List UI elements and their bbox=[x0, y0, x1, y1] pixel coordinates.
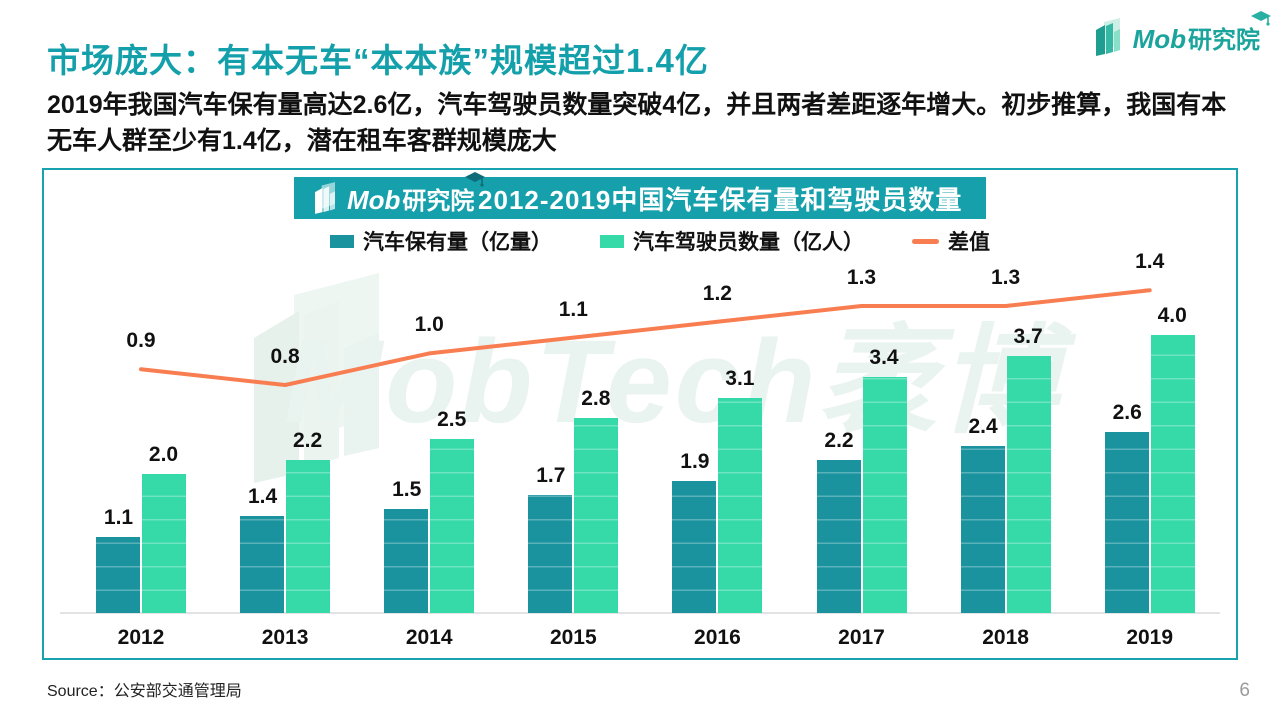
bar-label-car-ownership-2013: 1.4 bbox=[247, 484, 278, 508]
gap-line-label-2012: 0.9 bbox=[126, 329, 156, 353]
legend-item-car-ownership: 汽车保有量（亿量） bbox=[330, 226, 552, 256]
bar-label-car-drivers-2018: 3.7 bbox=[1013, 324, 1043, 348]
graduation-cap-icon bbox=[1251, 10, 1271, 26]
bar-label-car-ownership-2018: 2.4 bbox=[968, 415, 998, 439]
gap-line-label-2014: 1.0 bbox=[414, 313, 444, 337]
gap-line-label-2016: 1.2 bbox=[702, 281, 732, 305]
bar-label-car-ownership-2012: 1.1 bbox=[103, 505, 134, 529]
bar-car-ownership-2019 bbox=[1104, 432, 1149, 613]
gap-line-label-2017: 1.3 bbox=[846, 266, 877, 289]
bar-car-ownership-2016 bbox=[672, 480, 717, 613]
legend-item-car-drivers: 汽车驾驶员数量（亿人） bbox=[600, 226, 864, 256]
chart-card: MobTech袤博 Mob研究院 2012-2019中国汽车保有量和驾驶员数量 … bbox=[42, 168, 1238, 660]
bar-label-car-ownership-2019: 2.6 bbox=[1112, 401, 1142, 425]
bar-car-drivers-2013 bbox=[286, 460, 331, 613]
bar-label-car-drivers-2014: 2.5 bbox=[437, 408, 467, 432]
x-axis-label-2018: 2018 bbox=[982, 626, 1029, 649]
bar-car-drivers-2012 bbox=[142, 474, 186, 613]
graduation-cap-icon bbox=[465, 171, 486, 187]
bar-label-car-drivers-2019: 4.0 bbox=[1157, 304, 1187, 327]
x-axis-label-2019: 2019 bbox=[1126, 626, 1174, 649]
legend-swatch-car-ownership bbox=[330, 234, 354, 248]
legend-item-gap: 差值 bbox=[912, 226, 990, 256]
legend-swatch-car-drivers bbox=[600, 234, 624, 248]
bar-car-ownership-2018 bbox=[960, 446, 1005, 613]
bar-label-car-ownership-2014: 1.5 bbox=[392, 477, 422, 501]
legend-swatch-gap bbox=[912, 238, 939, 244]
page-number: 6 bbox=[1239, 680, 1250, 701]
bar-car-ownership-2015 bbox=[528, 494, 573, 613]
bar-label-car-ownership-2017: 2.2 bbox=[824, 429, 854, 453]
bar-car-ownership-2012 bbox=[96, 536, 140, 613]
x-axis-label-2014: 2014 bbox=[405, 626, 453, 649]
banner-brand-logo: Mob研究院 bbox=[310, 171, 486, 216]
x-axis-label-2012: 2012 bbox=[117, 626, 165, 649]
bar-car-ownership-2017 bbox=[816, 460, 861, 613]
legend-label-car-drivers: 汽车驾驶员数量（亿人） bbox=[633, 231, 864, 254]
source-note: Source：公安部交通管理局 bbox=[47, 683, 242, 700]
chart-plot: 1.1 1.4 1.5 1.7 1.9 2.2 2.4 2.6 2.0 2.2 2.5 2.8 3.1 3… bbox=[44, 170, 1236, 658]
bar-car-drivers-2017 bbox=[862, 376, 907, 613]
x-axis-label-2016: 2016 bbox=[694, 626, 741, 649]
x-axis-label-2017: 2017 bbox=[838, 626, 885, 649]
bar-car-drivers-2014 bbox=[430, 439, 475, 613]
page-subtitle: 2019年我国汽车保有量高达2.6亿，汽车驾驶员数量突破4亿，并且两者差距逐年增… bbox=[47, 91, 1227, 155]
bar-car-drivers-2015 bbox=[574, 418, 619, 613]
bar-label-car-drivers-2016: 3.1 bbox=[725, 366, 755, 390]
bar-car-ownership-2013 bbox=[240, 515, 285, 613]
chart-legend: 汽车保有量（亿量） 汽车驾驶员数量（亿人） 差值 bbox=[330, 226, 990, 256]
building-icon bbox=[1095, 18, 1120, 56]
x-axis-label-2015: 2015 bbox=[549, 626, 597, 649]
bar-car-drivers-2019 bbox=[1150, 335, 1195, 613]
brand-logo: Mob研究院 bbox=[1090, 10, 1271, 56]
chart-title: 2012-2019中国汽车保有量和驾驶员数量 bbox=[478, 184, 963, 215]
bar-label-car-ownership-2015: 1.7 bbox=[536, 463, 566, 487]
building-icon bbox=[315, 182, 335, 214]
legend-label-car-ownership: 汽车保有量（亿量） bbox=[363, 231, 552, 254]
bar-label-car-drivers-2015: 2.8 bbox=[581, 387, 611, 411]
gap-line-label-2019: 1.4 bbox=[1135, 250, 1165, 274]
chart-banner: Mob研究院 2012-2019中国汽车保有量和驾驶员数量 bbox=[294, 171, 986, 219]
bar-label-car-drivers-2012: 2.0 bbox=[148, 443, 179, 466]
gap-line bbox=[139, 288, 1152, 387]
bar-car-drivers-2016 bbox=[718, 397, 763, 613]
brand-name: Mob研究院 bbox=[347, 171, 486, 216]
page-title: 市场庞大：有本无车“本本族”规模超过1.4亿 bbox=[47, 42, 709, 79]
gap-line-label-2015: 1.1 bbox=[558, 297, 588, 321]
bar-car-drivers-2018 bbox=[1006, 355, 1051, 613]
legend-label-gap: 差值 bbox=[948, 231, 990, 254]
brand-name: Mob研究院 bbox=[1133, 10, 1271, 55]
bar-car-ownership-2014 bbox=[384, 508, 429, 613]
gap-line-label-2013: 0.8 bbox=[270, 345, 300, 368]
bar-label-car-drivers-2017: 3.4 bbox=[869, 345, 899, 369]
x-axis-label-2013: 2013 bbox=[261, 626, 309, 649]
bar-label-car-ownership-2016: 1.9 bbox=[680, 449, 710, 473]
x-axis-baseline bbox=[60, 612, 1220, 614]
gap-line-label-2018: 1.3 bbox=[990, 266, 1021, 289]
